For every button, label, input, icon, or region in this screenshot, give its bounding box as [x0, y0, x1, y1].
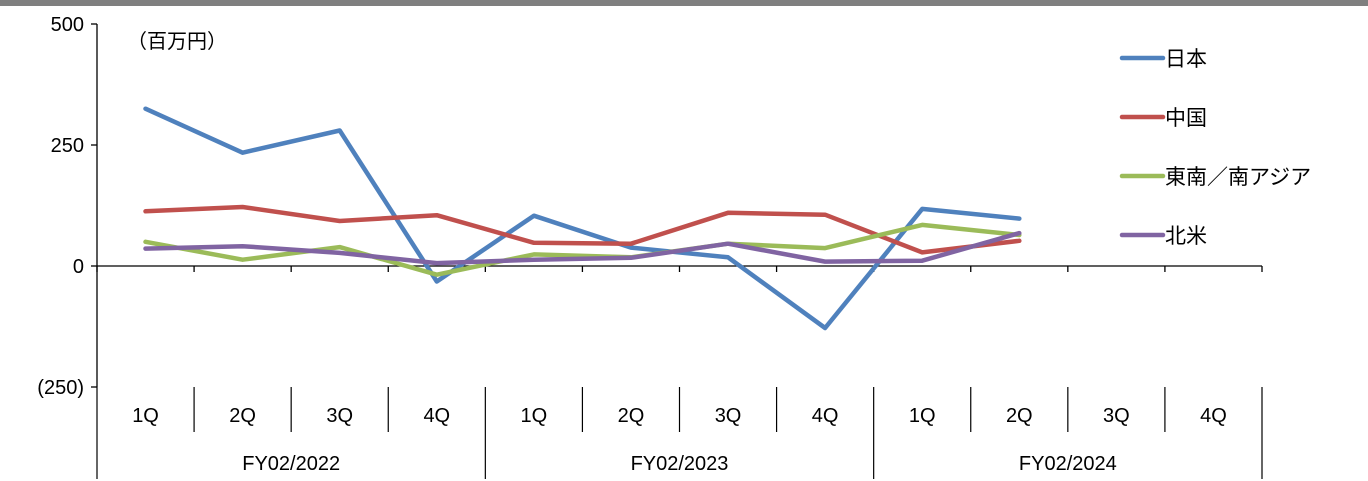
y-tick-label: (250) [37, 377, 84, 399]
legend-label: 東南／南アジア [1165, 166, 1311, 189]
category-label: 3Q [715, 405, 742, 427]
category-label: 1Q [132, 405, 159, 427]
chart-axes [91, 23, 1263, 479]
unit-label: （百万円） [127, 30, 227, 53]
category-label: 1Q [521, 405, 548, 427]
series-line-2 [143, 204, 1022, 255]
legend-label: 中国 [1165, 107, 1207, 130]
y-tick-label: 250 [51, 135, 84, 157]
category-label: 3Q [326, 405, 353, 427]
chart-labels: 500 250 0 (250) 1Q 2Q 3Q 4Q 1Q 2Q 3Q 4Q 1Q 2Q 3Q 4Q FY02… [37, 14, 1227, 475]
legend-label: 日本 [1165, 48, 1207, 71]
group-label: FY02/2023 [631, 453, 729, 475]
category-label: 2Q [229, 405, 256, 427]
category-label: 4Q [1200, 405, 1227, 427]
category-label: 1Q [909, 405, 936, 427]
y-tick-label: 500 [51, 14, 84, 36]
top-border-bar [0, 0, 1368, 6]
series-line-4 [143, 230, 1022, 266]
series-lines [143, 106, 1022, 331]
series-line-1 [143, 106, 1022, 331]
category-label: 2Q [618, 405, 645, 427]
group-label: FY02/2024 [1019, 453, 1117, 475]
legend-label: 北米 [1165, 225, 1207, 248]
category-label: 3Q [1103, 405, 1130, 427]
category-label: 4Q [423, 405, 450, 427]
group-label: FY02/2022 [242, 453, 340, 475]
y-tick-label: 0 [73, 256, 84, 278]
category-label: 2Q [1006, 405, 1033, 427]
series-line-3 [143, 222, 1022, 277]
category-label: 4Q [812, 405, 839, 427]
